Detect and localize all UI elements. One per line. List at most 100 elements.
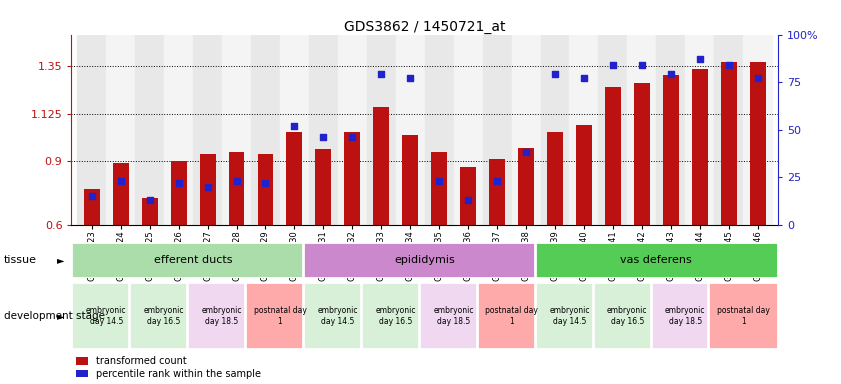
Bar: [425, 35, 453, 225]
Point: [143, 197, 156, 203]
Point: [664, 71, 678, 78]
Bar: [77, 35, 106, 225]
Bar: [303, 282, 373, 349]
Bar: [193, 35, 222, 225]
Bar: [460, 167, 476, 225]
Bar: [569, 35, 599, 225]
Text: ►: ►: [57, 311, 65, 321]
Bar: [171, 161, 187, 225]
Point: [577, 75, 590, 81]
Bar: [541, 35, 569, 225]
Bar: [164, 35, 193, 225]
Bar: [708, 282, 778, 349]
Text: embryonic
day 14.5: embryonic day 14.5: [86, 306, 126, 326]
Bar: [113, 163, 129, 225]
Bar: [453, 35, 483, 225]
Point: [519, 149, 532, 156]
Point: [259, 180, 272, 186]
Bar: [106, 35, 135, 225]
Text: postnatal day
1: postnatal day 1: [717, 306, 770, 326]
Text: embryonic
day 18.5: embryonic day 18.5: [202, 306, 242, 326]
Bar: [656, 35, 685, 225]
Bar: [518, 147, 534, 225]
Point: [201, 184, 214, 190]
Bar: [477, 282, 547, 349]
Bar: [280, 35, 309, 225]
Point: [606, 62, 620, 68]
Point: [172, 180, 185, 186]
Title: GDS3862 / 1450721_at: GDS3862 / 1450721_at: [344, 20, 505, 33]
Bar: [663, 75, 679, 225]
Point: [374, 71, 388, 78]
Bar: [373, 108, 389, 225]
Bar: [593, 282, 662, 349]
Text: efferent ducts: efferent ducts: [154, 255, 232, 265]
Point: [751, 75, 764, 81]
Point: [114, 178, 128, 184]
Text: postnatal day
1: postnatal day 1: [485, 306, 538, 326]
Bar: [246, 282, 315, 349]
Text: epididymis: epididymis: [394, 255, 455, 265]
Point: [722, 62, 735, 68]
Bar: [627, 35, 656, 225]
Text: development stage: development stage: [4, 311, 105, 321]
Bar: [199, 154, 215, 225]
Point: [462, 197, 475, 203]
Point: [230, 178, 243, 184]
Bar: [71, 242, 315, 278]
Bar: [431, 152, 447, 225]
Bar: [547, 132, 563, 225]
Bar: [222, 35, 251, 225]
Text: embryonic
day 16.5: embryonic day 16.5: [375, 306, 416, 326]
Bar: [535, 242, 778, 278]
Bar: [605, 88, 621, 225]
Legend: transformed count, percentile rank within the sample: transformed count, percentile rank withi…: [77, 356, 261, 379]
Bar: [576, 126, 592, 225]
Bar: [402, 135, 418, 225]
Text: postnatal day
1: postnatal day 1: [253, 306, 306, 326]
Bar: [84, 189, 100, 225]
Point: [693, 56, 706, 62]
Bar: [489, 159, 505, 225]
Point: [85, 193, 98, 199]
Bar: [511, 35, 541, 225]
Bar: [396, 35, 425, 225]
Bar: [338, 35, 367, 225]
Bar: [135, 35, 164, 225]
Point: [432, 178, 446, 184]
Bar: [692, 70, 708, 225]
Point: [404, 75, 417, 81]
Bar: [130, 282, 198, 349]
Bar: [749, 62, 765, 225]
Bar: [303, 242, 547, 278]
Point: [346, 134, 359, 140]
Bar: [743, 35, 772, 225]
Bar: [257, 154, 273, 225]
Bar: [599, 35, 627, 225]
Bar: [367, 35, 396, 225]
Bar: [483, 35, 511, 225]
Bar: [419, 282, 489, 349]
Bar: [651, 282, 720, 349]
Point: [635, 62, 648, 68]
Point: [490, 178, 504, 184]
Text: vas deferens: vas deferens: [621, 255, 692, 265]
Text: embryonic
day 16.5: embryonic day 16.5: [607, 306, 648, 326]
Text: embryonic
day 14.5: embryonic day 14.5: [549, 306, 590, 326]
Bar: [721, 62, 737, 225]
Bar: [309, 35, 338, 225]
Bar: [287, 132, 303, 225]
Bar: [71, 282, 141, 349]
Bar: [141, 198, 157, 225]
Bar: [714, 35, 743, 225]
Text: ►: ►: [57, 255, 65, 265]
Bar: [229, 152, 245, 225]
Bar: [344, 132, 360, 225]
Point: [317, 134, 331, 140]
Bar: [535, 282, 604, 349]
Point: [288, 123, 301, 129]
Bar: [188, 282, 257, 349]
Text: embryonic
day 14.5: embryonic day 14.5: [318, 306, 358, 326]
Bar: [251, 35, 280, 225]
Text: embryonic
day 16.5: embryonic day 16.5: [144, 306, 184, 326]
